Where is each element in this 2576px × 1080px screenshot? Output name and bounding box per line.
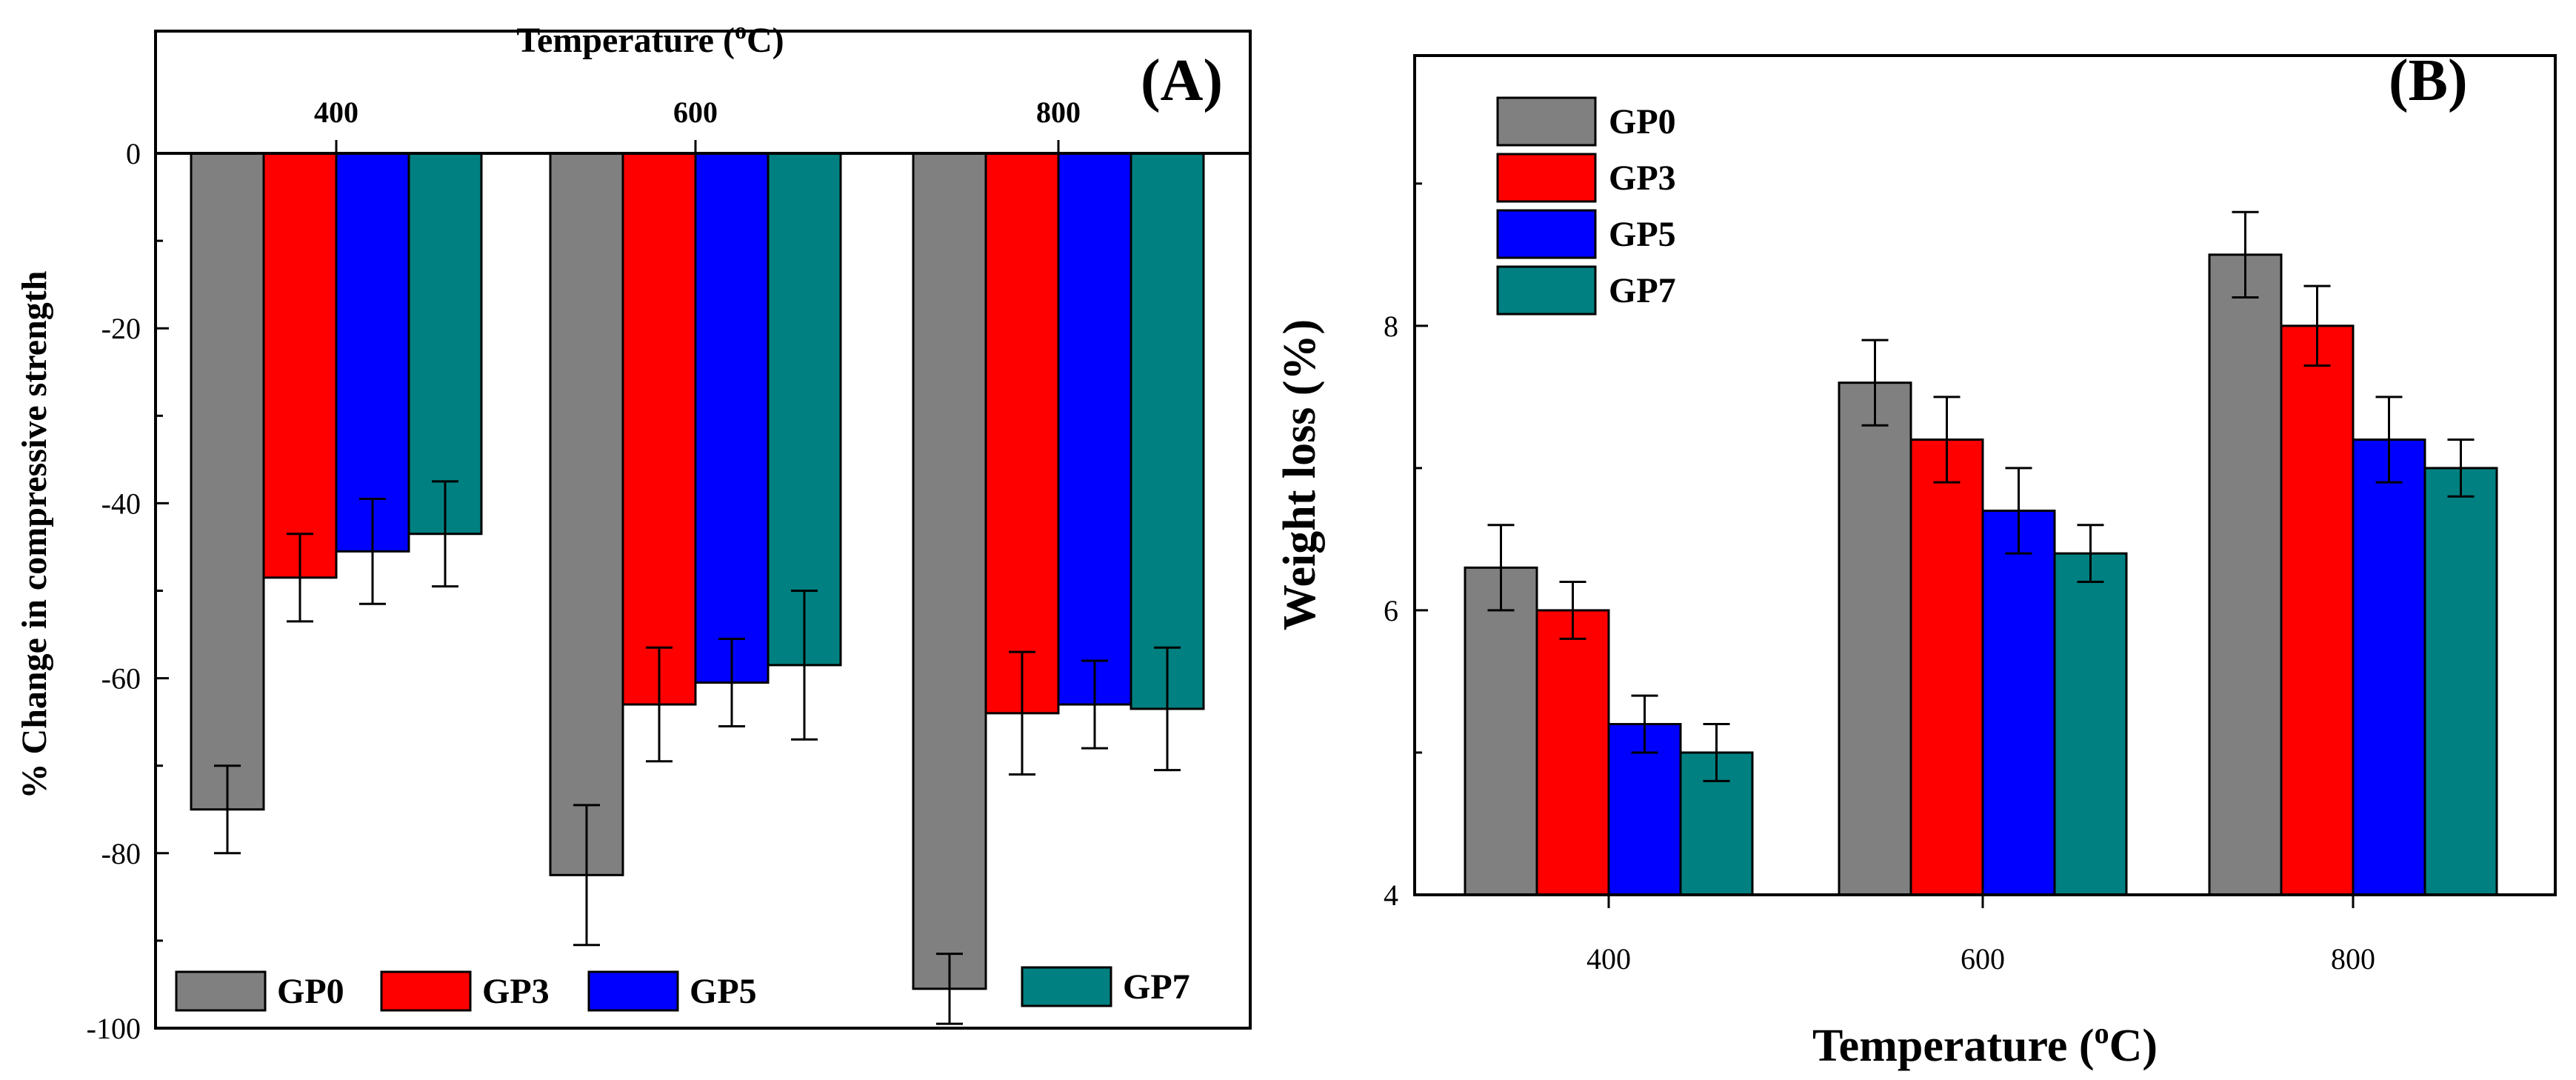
bar-gp3-600 <box>621 152 697 706</box>
bar-gp0-600 <box>549 152 624 876</box>
panel-a-label: (A) <box>1141 48 1223 113</box>
bar-gp0-400 <box>1464 566 1538 896</box>
panel-b-bars <box>1464 253 2498 896</box>
legend-swatch-gp7 <box>1021 966 1112 1007</box>
bar-gp0-800 <box>2208 253 2283 896</box>
panel-a-error-bars <box>214 480 1181 1025</box>
panel-b-plot-frame <box>1413 54 2557 896</box>
bar-gp5-400 <box>335 152 410 553</box>
panel-a-y-ticks: 0 -20 -40 -60 -80 -100 <box>87 137 169 1045</box>
panel-b-y-ticks: 4 6 8 <box>1384 182 1428 912</box>
y-tick-label: -60 <box>101 662 141 696</box>
panel-b-legend: GP0 GP3 GP5 GP7 <box>1496 96 1676 316</box>
x-tick-label: 400 <box>314 96 358 129</box>
bar-gp5-800 <box>2352 438 2426 896</box>
panel-a-chart: 0 -20 -40 -60 -80 -100 400 600 800 Temperature … <box>15 17 1252 1045</box>
bar-gp3-400 <box>262 152 338 579</box>
y-tick-label: -100 <box>87 1012 141 1045</box>
y-tick-label: -80 <box>101 837 141 870</box>
y-tick-label: 0 <box>126 137 141 170</box>
bar-gp7-400 <box>407 152 483 536</box>
y-tick-label: -40 <box>101 487 141 520</box>
y-tick-label: 8 <box>1384 310 1398 343</box>
bar-gp0-400 <box>190 152 265 811</box>
bar-gp0-600 <box>1838 381 1912 896</box>
bar-gp5-800 <box>1057 152 1132 706</box>
legend-label-gp7: GP7 <box>1609 271 1676 310</box>
panel-b-y-axis-title: Weight loss (%) <box>1275 319 1325 630</box>
bar-gp5-600 <box>1981 510 2056 896</box>
panel-a-x-ticks: 400 600 800 <box>314 96 1081 153</box>
legend-label-gp0: GP0 <box>1609 102 1676 141</box>
bar-gp7-800 <box>2423 467 2498 896</box>
bar-gp3-600 <box>1909 438 1984 896</box>
legend-swatch-gp7 <box>1496 265 1597 316</box>
legend-label-gp3: GP3 <box>482 972 550 1011</box>
legend-label-gp0: GP0 <box>277 972 344 1011</box>
x-tick-label: 400 <box>1586 942 1631 976</box>
bar-gp7-600 <box>767 152 842 667</box>
bar-gp7-600 <box>2053 552 2128 896</box>
x-tick-label: 800 <box>1036 96 1081 129</box>
legend-swatch-gp5 <box>587 970 679 1012</box>
panel-b-error-bars <box>1487 210 2475 782</box>
panel-b-x-axis-title: Temperature (oC) <box>1812 1016 2158 1071</box>
bar-gp3-400 <box>1535 609 1610 896</box>
panel-b-x-ticks: 400 600 800 <box>1586 895 2375 976</box>
panel-a-bars <box>190 152 1205 990</box>
legend-swatch-gp0 <box>1496 96 1597 147</box>
bar-gp3-800 <box>2280 324 2355 896</box>
bar-gp0-800 <box>912 152 987 990</box>
bar-gp3-800 <box>984 152 1060 715</box>
legend-swatch-gp5 <box>1496 209 1597 259</box>
x-tick-label: 800 <box>2331 942 2375 976</box>
panel-a-y-axis-title: % Change in compressive strength <box>15 271 54 799</box>
legend-swatch-gp3 <box>380 970 472 1012</box>
bar-gp7-800 <box>1129 152 1205 710</box>
legend-label-gp7: GP7 <box>1123 967 1190 1007</box>
legend-swatch-gp0 <box>175 970 267 1012</box>
y-tick-label: -20 <box>101 312 141 345</box>
legend-label-gp3: GP3 <box>1609 159 1676 198</box>
legend-swatch-gp3 <box>1496 153 1597 203</box>
panel-a-x-axis-title: Temperature (oC) <box>516 17 784 60</box>
x-tick-label: 600 <box>673 96 718 129</box>
panel-a-legend: GP0 GP3 GP5 GP7 <box>175 966 1190 1012</box>
y-tick-label: 4 <box>1384 879 1398 912</box>
x-tick-label: 600 <box>1961 942 2005 976</box>
panel-b-label: (B) <box>2389 48 2468 113</box>
legend-label-gp5: GP5 <box>690 972 757 1011</box>
bar-gp5-600 <box>694 152 770 684</box>
panel-a-plot-frame <box>154 30 1252 1030</box>
y-tick-label: 6 <box>1384 594 1398 627</box>
legend-label-gp5: GP5 <box>1609 215 1676 254</box>
panel-b-chart: 4 6 8 400 600 800 Temperature (oC) Weight lo… <box>1275 48 2557 1071</box>
